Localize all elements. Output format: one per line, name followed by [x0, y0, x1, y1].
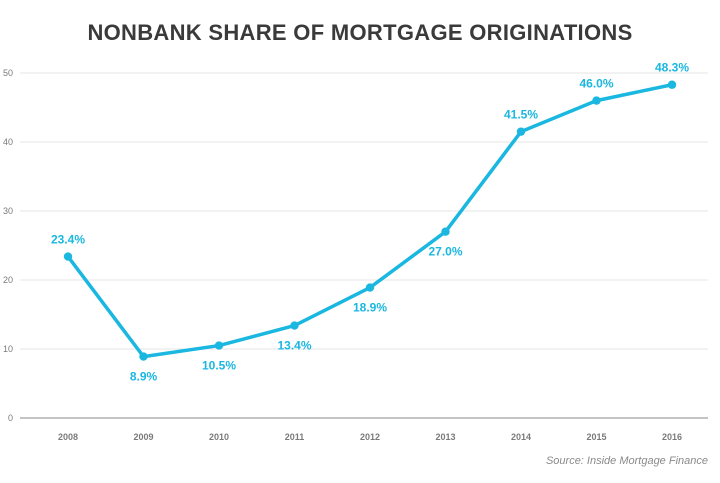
data-point: [365, 283, 375, 292]
y-tick-label: 10: [3, 344, 13, 354]
x-tick-label: 2008: [58, 432, 78, 442]
y-axis-ticks: 0 10 20 30 40 50: [3, 68, 13, 423]
data-label: 8.9%: [130, 370, 158, 384]
y-tick-label: 40: [3, 137, 13, 147]
data-point: [667, 80, 677, 89]
data-point: [592, 96, 601, 105]
data-label: 48.3%: [655, 61, 689, 75]
chart-title: NONBANK SHARE OF MORTGAGE ORIGINATIONS: [87, 20, 633, 45]
x-tick-label: 2009: [133, 432, 153, 442]
data-label: 46.0%: [579, 77, 613, 91]
x-axis-ticks: 2008 2009 2010 2011 2012 2013 2014 2015 2016: [58, 432, 682, 442]
data-point: [516, 127, 526, 136]
x-tick-label: 2011: [285, 432, 305, 442]
y-tick-label: 30: [3, 206, 13, 216]
y-tick-label: 0: [8, 413, 13, 423]
x-tick-label: 2010: [209, 432, 229, 442]
data-points: [63, 80, 677, 361]
source-note: Source: Inside Mortgage Finance: [545, 455, 708, 467]
data-label: 18.9%: [353, 301, 387, 315]
data-point: [139, 352, 148, 361]
x-tick-label: 2013: [435, 432, 455, 442]
series-polyline: [66, 82, 674, 359]
x-tick-label: 2015: [586, 432, 606, 442]
y-tick-label: 50: [3, 68, 13, 78]
y-tick-label: 20: [3, 275, 13, 285]
series-line: [66, 82, 674, 359]
data-point: [214, 341, 224, 350]
x-tick-label: 2016: [662, 432, 682, 442]
data-labels: 23.4% 8.9% 10.5% 13.4% 18.9% 27.0% 41.5% 46.0% 4…: [51, 61, 689, 384]
data-point: [441, 227, 450, 236]
data-label: 23.4%: [51, 233, 85, 247]
data-label: 13.4%: [277, 339, 311, 353]
data-label: 41.5%: [504, 108, 538, 122]
data-point: [63, 252, 73, 261]
gridlines: [20, 72, 708, 419]
x-tick-label: 2012: [360, 432, 380, 442]
data-label: 10.5%: [202, 359, 236, 373]
data-label: 27.0%: [428, 245, 462, 259]
x-tick-label: 2014: [511, 432, 531, 442]
data-point: [290, 321, 299, 330]
